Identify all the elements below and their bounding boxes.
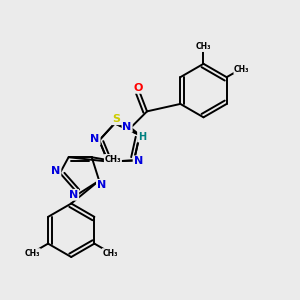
Text: N: N	[122, 122, 132, 132]
Text: CH₃: CH₃	[102, 249, 118, 258]
Text: N: N	[90, 134, 100, 144]
Text: CH₃: CH₃	[196, 42, 211, 51]
Text: N: N	[51, 166, 60, 176]
Text: S: S	[112, 114, 120, 124]
Text: CH₃: CH₃	[234, 64, 250, 74]
Text: CH₃: CH₃	[105, 155, 121, 164]
Text: CH₃: CH₃	[25, 249, 40, 258]
Text: H: H	[138, 132, 146, 142]
Text: N: N	[134, 156, 143, 166]
Text: N: N	[69, 190, 78, 200]
Text: O: O	[134, 83, 143, 93]
Text: N: N	[97, 180, 106, 190]
